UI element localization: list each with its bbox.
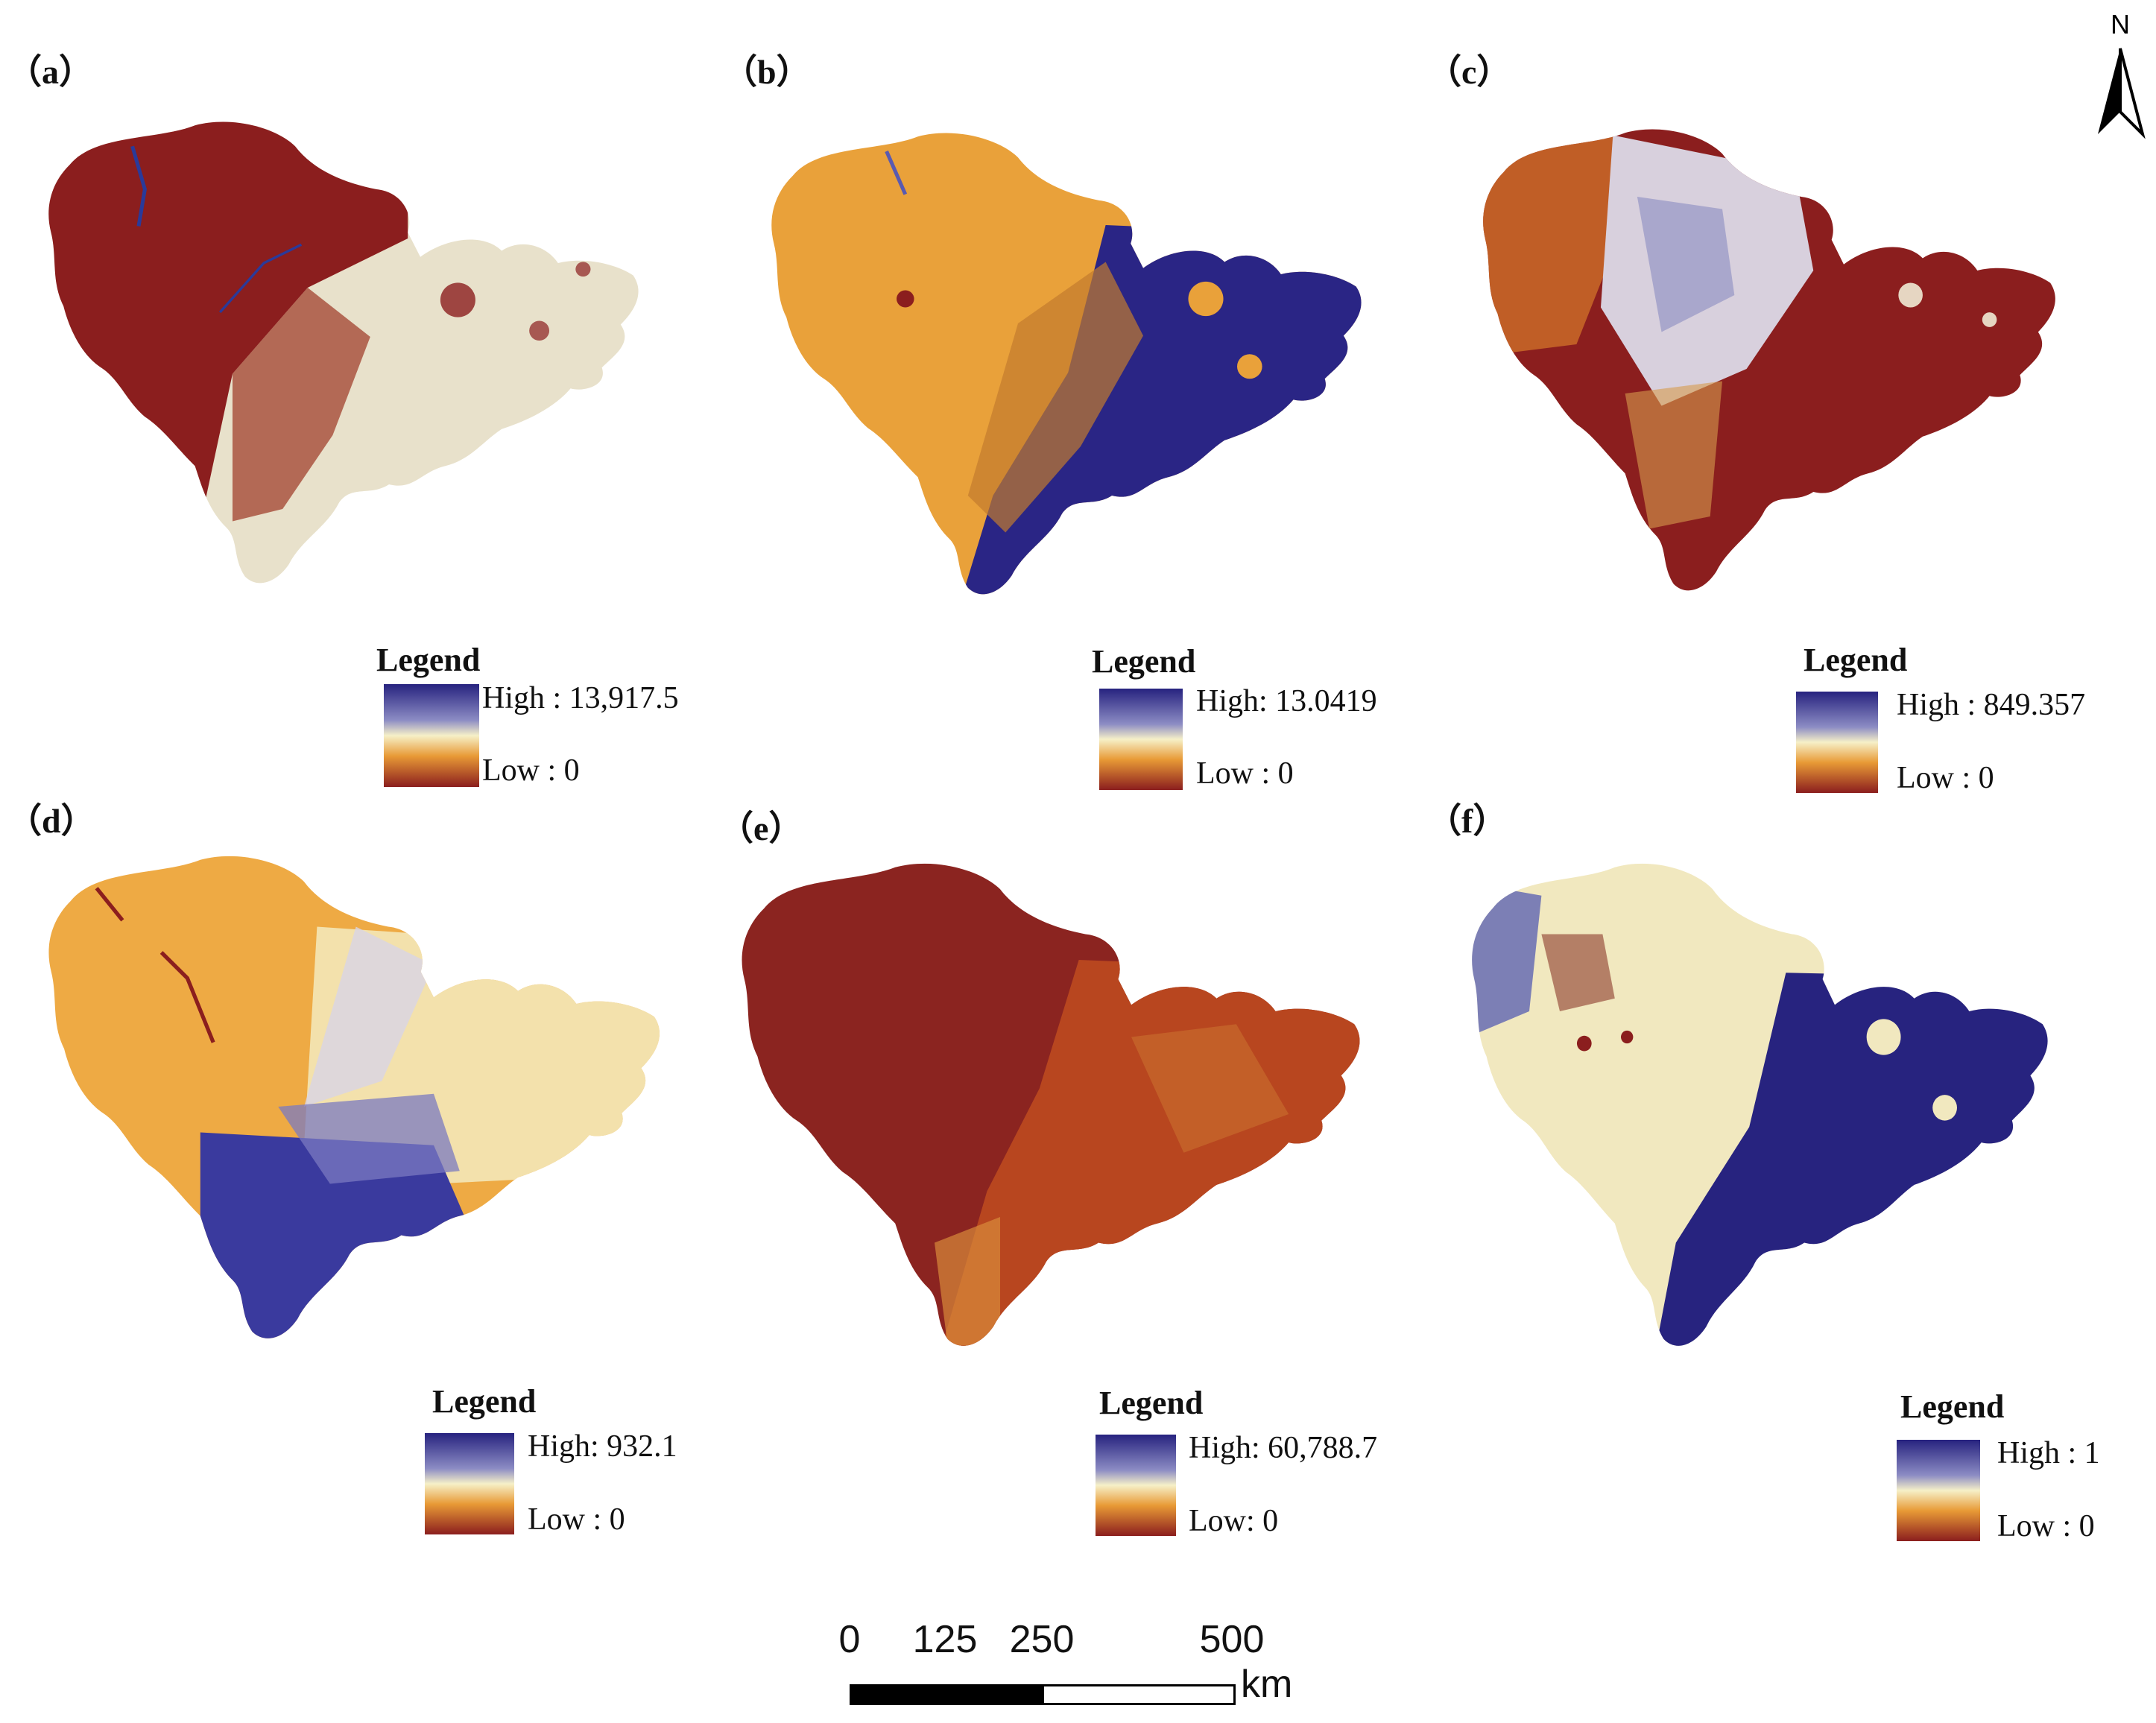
legend-ramp-b bbox=[1099, 689, 1183, 790]
legend-low-a: Low : 0 bbox=[482, 753, 580, 788]
legend-ramp-a bbox=[384, 684, 479, 787]
legend-title-c: Legend bbox=[1803, 642, 1908, 678]
legend-title-b: Legend bbox=[1092, 643, 1196, 680]
scale-bar-white-segment bbox=[1042, 1684, 1236, 1705]
panel-label-e: （e） bbox=[719, 809, 803, 847]
north-arrow: N bbox=[2090, 7, 2150, 142]
legend-ramp-f bbox=[1897, 1440, 1980, 1541]
legend-high-c: High : 849.357 bbox=[1897, 688, 2086, 722]
scale-bar-black-segment bbox=[850, 1684, 1042, 1705]
scale-unit: km bbox=[1241, 1663, 1293, 1706]
legend-low-d: Low : 0 bbox=[528, 1502, 625, 1537]
scale-tick-125: 125 bbox=[912, 1618, 978, 1661]
legend-title-a: Legend bbox=[376, 642, 481, 678]
legend-low-f: Low : 0 bbox=[1997, 1509, 2095, 1543]
panel-label-c: （c） bbox=[1427, 53, 1511, 91]
panel-label-a: （a） bbox=[7, 53, 93, 91]
panel-label-d: （d） bbox=[7, 802, 95, 840]
legend-high-d: High: 932.1 bbox=[528, 1429, 677, 1464]
scale-tick-0: 0 bbox=[838, 1618, 861, 1661]
legend-title-f: Legend bbox=[1900, 1388, 2005, 1425]
scale-tick-250: 250 bbox=[1009, 1618, 1075, 1661]
legend-ramp-e bbox=[1096, 1435, 1176, 1536]
panel-label-b: （b） bbox=[723, 53, 811, 91]
map-b bbox=[771, 133, 1362, 595]
map-d bbox=[48, 856, 660, 1338]
legend-ramp-d bbox=[425, 1433, 514, 1534]
legend-title-e: Legend bbox=[1099, 1385, 1204, 1421]
legend-high-b: High: 13.0419 bbox=[1196, 684, 1377, 718]
legend-high-a: High : 13,917.5 bbox=[482, 681, 679, 715]
legend-high-f: High : 1 bbox=[1997, 1436, 2100, 1470]
legend-low-c: Low : 0 bbox=[1897, 761, 1994, 795]
legend-low-b: Low : 0 bbox=[1196, 756, 1294, 791]
legend-ramp-c bbox=[1796, 692, 1878, 793]
map-f bbox=[1472, 863, 2048, 1346]
map-a bbox=[48, 121, 639, 584]
scale-tick-500: 500 bbox=[1199, 1618, 1265, 1661]
legend-title-d: Legend bbox=[432, 1383, 537, 1420]
north-label: N bbox=[2111, 9, 2130, 39]
legend-high-e: High: 60,788.7 bbox=[1189, 1431, 1378, 1465]
panel-label-f: （f） bbox=[1427, 802, 1508, 840]
map-c bbox=[1483, 129, 2055, 591]
map-e bbox=[742, 863, 1360, 1346]
legend-low-e: Low: 0 bbox=[1189, 1504, 1279, 1538]
scale-bar: 0 125 250 500 km bbox=[835, 1617, 1312, 1722]
